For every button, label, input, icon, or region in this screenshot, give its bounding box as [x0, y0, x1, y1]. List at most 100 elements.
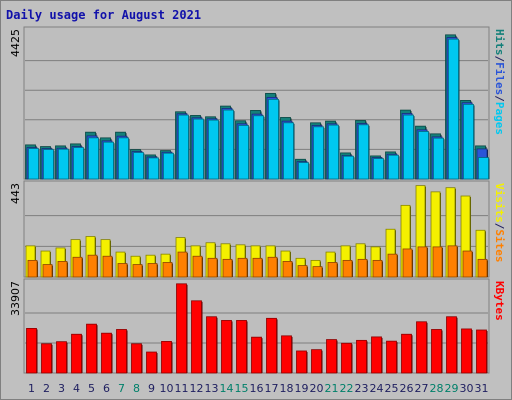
- bar-pages-30: [463, 104, 474, 180]
- bar-kbytes-20: [311, 349, 322, 374]
- bar-kbytes-10: [161, 341, 172, 374]
- bar-pages-6: [103, 141, 114, 180]
- bar-sites-26: [402, 248, 413, 278]
- bar-kbytes-9: [146, 351, 157, 374]
- bar-sites-12: [192, 255, 203, 278]
- bar-kbytes-29: [446, 316, 457, 374]
- bar-kbytes-26: [401, 333, 412, 374]
- bar-kbytes-30: [461, 328, 472, 374]
- bar-sites-9: [147, 263, 158, 278]
- bar-pages-5: [88, 137, 99, 180]
- bar-pages-18: [283, 122, 294, 180]
- y-axis-max-hits-files-pages: 4425: [9, 29, 22, 57]
- bar-kbytes-13: [206, 316, 217, 374]
- bar-pages-16: [253, 115, 264, 180]
- x-tick-label: 31: [475, 382, 489, 395]
- bar-kbytes-5: [86, 323, 97, 374]
- bar-kbytes-15: [236, 320, 247, 374]
- bar-kbytes-25: [386, 340, 397, 374]
- bar-sites-21: [327, 262, 338, 278]
- bar-kbytes-23: [356, 339, 367, 374]
- y-axis-max-visits-sites: 443: [9, 183, 22, 204]
- bar-pages-12: [193, 118, 204, 180]
- bar-sites-22: [342, 259, 353, 278]
- bar-pages-29: [448, 38, 459, 180]
- x-tick-label: 5: [88, 382, 95, 395]
- bar-kbytes-3: [56, 341, 67, 374]
- y-axis-max-kbytes: 33907: [9, 281, 22, 316]
- bar-pages-28: [433, 137, 444, 180]
- legend-hits-files-pages: Hits/Files/Pages: [493, 29, 506, 135]
- bar-sites-6: [102, 255, 113, 278]
- x-tick-label: 12: [190, 382, 204, 395]
- bar-pages-25: [388, 154, 399, 180]
- bar-pages-17: [268, 98, 279, 180]
- bar-kbytes-12: [191, 300, 202, 374]
- x-tick-label: 20: [310, 382, 324, 395]
- bar-sites-27: [417, 246, 428, 278]
- bar-sites-19: [297, 265, 308, 278]
- bar-kbytes-4: [71, 333, 82, 374]
- bar-kbytes-27: [416, 321, 427, 374]
- x-tick-label: 26: [400, 382, 414, 395]
- legend-entry: /: [493, 95, 506, 102]
- x-tick-label: 30: [460, 382, 474, 395]
- bar-sites-20: [312, 266, 323, 278]
- bar-sites-8: [132, 264, 143, 278]
- x-tick-label: 8: [133, 382, 140, 395]
- x-tick-label: 27: [415, 382, 429, 395]
- bar-pages-1: [28, 148, 39, 180]
- x-tick-label: 28: [430, 382, 444, 395]
- legend-entry: KBytes: [493, 281, 506, 321]
- bar-sites-17: [267, 256, 278, 278]
- bar-pages-24: [373, 158, 384, 180]
- bar-sites-25: [387, 253, 398, 278]
- x-tick-label: 11: [175, 382, 189, 395]
- bar-pages-14: [223, 109, 234, 180]
- bar-kbytes-2: [41, 343, 52, 374]
- bar-sites-2: [42, 264, 53, 278]
- x-tick-label: 13: [205, 382, 219, 395]
- bar-kbytes-24: [371, 336, 382, 374]
- x-tick-label: 2: [43, 382, 50, 395]
- bar-pages-4: [73, 147, 84, 180]
- bar-sites-16: [252, 257, 263, 278]
- legend-entry: Visits: [493, 183, 506, 223]
- bar-pages-23: [358, 124, 369, 180]
- legend-visits-sites: Visits/Sites: [493, 183, 506, 263]
- bar-pages-19: [298, 162, 309, 180]
- bar-sites-31: [477, 258, 488, 278]
- bar-pages-27: [418, 131, 429, 180]
- legend-entry: Pages: [493, 102, 506, 135]
- x-tick-label: 19: [295, 382, 309, 395]
- bar-kbytes-1: [26, 328, 37, 374]
- bar-sites-4: [72, 256, 83, 278]
- bar-pages-3: [58, 148, 69, 180]
- x-tick-label: 24: [370, 382, 384, 395]
- bar-pages-20: [313, 126, 324, 180]
- x-tick-label: 17: [265, 382, 279, 395]
- bar-pages-15: [238, 125, 249, 180]
- x-tick-label: 14: [220, 382, 234, 395]
- bar-sites-30: [462, 250, 473, 278]
- legend-entry: /: [493, 223, 506, 230]
- x-tick-label: 1: [28, 382, 35, 395]
- bar-kbytes-6: [101, 332, 112, 374]
- bar-pages-26: [403, 114, 414, 180]
- x-tick-label: 23: [355, 382, 369, 395]
- bar-kbytes-17: [266, 317, 277, 374]
- bar-sites-23: [357, 258, 368, 278]
- bar-kbytes-18: [281, 335, 292, 374]
- chart-title: Daily usage for August 2021: [6, 8, 201, 22]
- bar-sites-1: [27, 259, 38, 278]
- bar-kbytes-11: [176, 283, 187, 374]
- x-tick-label: 16: [250, 382, 264, 395]
- bar-pages-8: [133, 152, 144, 180]
- bar-pages-22: [343, 155, 354, 180]
- bar-sites-29: [447, 245, 458, 278]
- x-tick-label: 15: [235, 382, 249, 395]
- bar-sites-7: [117, 263, 128, 278]
- x-tick-label: 29: [445, 382, 459, 395]
- bar-pages-2: [43, 149, 54, 180]
- x-tick-label: 3: [58, 382, 65, 395]
